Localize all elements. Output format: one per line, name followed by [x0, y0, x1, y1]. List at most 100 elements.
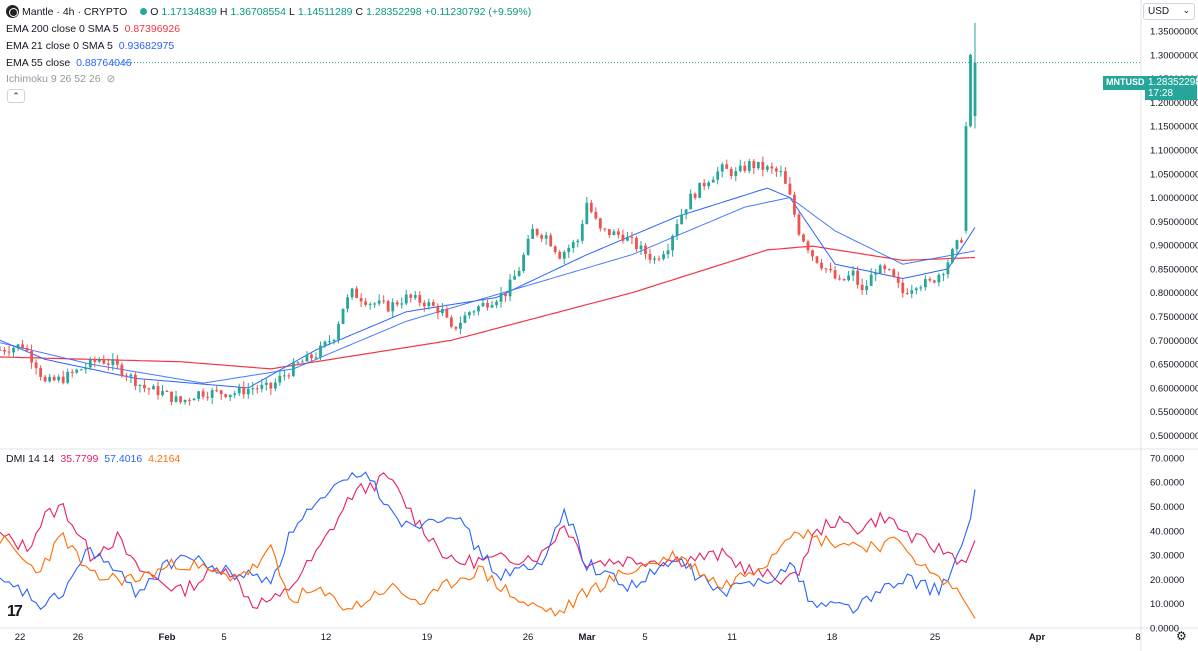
candle-body — [170, 391, 173, 402]
ticker-tag: MNTUSD — [1103, 76, 1148, 90]
candle-body — [603, 228, 607, 230]
time-tick-label: Feb — [159, 632, 176, 643]
candle-body — [662, 254, 665, 259]
open-label: O — [150, 5, 159, 18]
candle-body — [3, 349, 6, 352]
candle-body — [797, 214, 801, 235]
candle-body — [0, 349, 2, 351]
candle-body — [355, 288, 358, 299]
candle-body — [540, 235, 544, 239]
dmi-tick-label: 70.0000 — [1150, 453, 1184, 464]
collapse-legend-button[interactable]: ⌃ — [7, 89, 25, 103]
candle-body — [526, 238, 530, 255]
candle-body — [914, 288, 918, 291]
candle-body — [273, 382, 277, 389]
candle-body — [535, 228, 539, 236]
candle-body — [296, 362, 300, 364]
candle-body — [427, 302, 431, 307]
candle-body — [66, 371, 70, 383]
candle-body — [305, 354, 309, 362]
time-tick-label: 18 — [827, 632, 838, 643]
candle-body — [246, 389, 250, 395]
candle-body — [310, 354, 313, 359]
ema21-legend[interactable]: EMA 21 close 0 SMA 5 0.93682975 — [6, 40, 177, 52]
open-value: 1.17134839 — [161, 5, 217, 18]
candle-body — [598, 218, 602, 229]
candle-body — [626, 237, 629, 241]
candle-body — [630, 237, 634, 239]
candle-body — [571, 242, 575, 248]
candle-body — [215, 390, 219, 392]
ema200-legend[interactable]: EMA 200 close 0 SMA 5 0.87396926 — [6, 23, 183, 35]
candle-body — [242, 387, 246, 395]
candle-body — [946, 262, 950, 275]
gear-icon[interactable]: ⚙ — [1176, 629, 1187, 643]
candle-body — [883, 265, 887, 270]
dmi-label: DMI 14 14 — [6, 453, 55, 465]
ema55-legend[interactable]: EMA 55 close 0.88764046 — [6, 57, 135, 69]
candle-body — [689, 193, 693, 210]
price-tick-label: 0.70000000 — [1150, 336, 1198, 347]
candle-body — [815, 256, 819, 263]
candle-body — [725, 164, 729, 169]
candle-body — [463, 315, 467, 323]
candle-body — [684, 209, 688, 215]
candle-body — [892, 269, 896, 277]
candle-body — [838, 278, 841, 280]
candle-body — [973, 62, 977, 117]
ema55-line — [0, 197, 976, 384]
candle-body — [553, 246, 557, 253]
time-tick-label: 11 — [727, 632, 737, 643]
candle-body — [675, 224, 679, 236]
tradingview-logo[interactable]: 17 — [7, 603, 23, 620]
last-price-label: 1.28352298 17:28 — [1145, 76, 1198, 100]
candle-body — [16, 344, 20, 348]
candle-body — [806, 241, 810, 251]
candle-body — [93, 359, 97, 362]
candle-body — [34, 362, 38, 369]
ichimoku-legend[interactable]: Ichimoku 9 26 52 26 ⊘ — [6, 73, 118, 85]
candle-body — [134, 374, 137, 386]
eye-hidden-icon[interactable]: ⊘ — [106, 73, 116, 85]
candle-body — [147, 388, 151, 390]
candle-body — [612, 231, 616, 236]
candle-body — [237, 387, 241, 394]
candle-body — [328, 341, 331, 343]
candle-body — [481, 302, 485, 307]
candle-body — [472, 311, 476, 313]
candle-body — [201, 391, 205, 397]
candle-body — [404, 294, 408, 304]
dmi-legend[interactable]: DMI 14 14 35.7799 57.4016 4.2164 — [6, 453, 183, 465]
price-tick-label: 1.05000000 — [1150, 169, 1198, 180]
candle-body — [477, 306, 480, 312]
candle-body — [52, 376, 56, 381]
symbol-title[interactable]: Mantle · 4h · CRYPTO — [22, 5, 128, 18]
price-tick-label: 1.30000000 — [1150, 50, 1198, 61]
candle-body — [400, 303, 404, 305]
candle-body — [580, 223, 584, 241]
low-value: 1.14511289 — [297, 5, 353, 18]
moving-averages — [0, 187, 976, 389]
candle-body — [607, 229, 611, 236]
high-value: 1.36708554 — [230, 5, 286, 18]
candle-body — [269, 382, 273, 389]
candle-body — [802, 234, 805, 242]
candle-body — [251, 388, 255, 390]
candle-body — [445, 309, 449, 318]
market-status-icon — [140, 8, 148, 15]
change-value: +0.11230792 (+9.59%) — [424, 5, 532, 18]
price-tick-label: 0.95000000 — [1150, 217, 1198, 228]
candle-body — [919, 287, 923, 289]
price-tick-label: 0.75000000 — [1150, 312, 1198, 323]
candle-body — [278, 375, 282, 383]
price-tick-label: 1.20000000 — [1150, 98, 1198, 109]
candle-body — [504, 293, 507, 297]
currency-select[interactable]: USD ⌄ — [1143, 3, 1195, 20]
candle-body — [79, 369, 83, 371]
candle-body — [756, 161, 760, 169]
candle-body — [964, 126, 968, 231]
ema55-value: 0.88764046 — [76, 57, 132, 69]
candle-body — [219, 390, 223, 395]
